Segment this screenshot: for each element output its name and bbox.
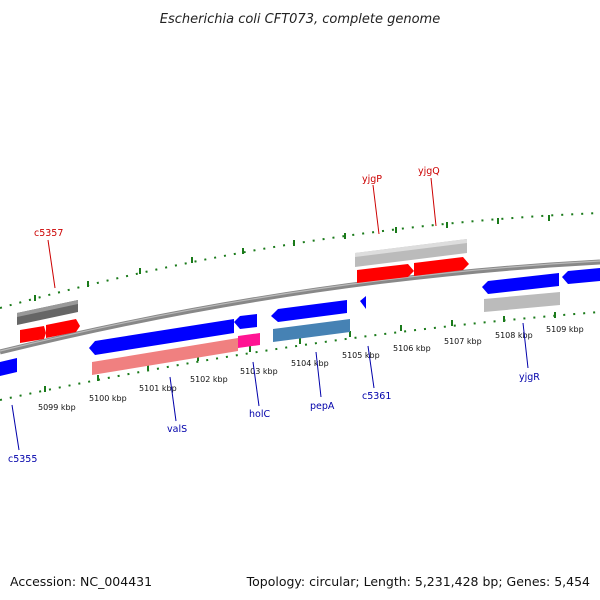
gene-label-yjgR[interactable]: yjgR bbox=[519, 372, 540, 383]
gene-label-pepA[interactable]: pepA bbox=[310, 401, 335, 412]
gene-feature[interactable] bbox=[92, 338, 238, 375]
gene-label-valS[interactable]: valS bbox=[167, 424, 187, 435]
cds-feature[interactable] bbox=[414, 257, 469, 276]
cds-feature[interactable] bbox=[46, 319, 80, 338]
map-title: Escherichia coli CFT073, complete genome bbox=[160, 12, 440, 27]
label-leaders bbox=[11, 177, 529, 451]
accession-text: Accession: NC_004431 bbox=[10, 574, 152, 589]
gene-feature[interactable] bbox=[484, 292, 560, 312]
kbp-label: 5106 kbp bbox=[393, 344, 431, 353]
cds-feature[interactable] bbox=[271, 300, 347, 322]
inner-tick-ring bbox=[0, 311, 600, 401]
kbp-label: 5101 kbp bbox=[139, 384, 177, 393]
gene-label-c5355[interactable]: c5355 bbox=[8, 454, 37, 465]
kbp-label: 5109 kbp bbox=[546, 325, 584, 334]
kbp-label: 5100 kbp bbox=[89, 394, 127, 403]
gene-labels: c5357 yjgP yjgQ c5355 valS holC pepA c53… bbox=[8, 166, 540, 465]
kbp-label: 5105 kbp bbox=[342, 351, 380, 360]
kbp-label: 5108 kbp bbox=[495, 331, 533, 340]
kbp-label: 5102 kbp bbox=[190, 375, 228, 384]
gene-label-holC[interactable]: holC bbox=[249, 409, 270, 420]
kbp-label: 5099 kbp bbox=[38, 403, 76, 412]
cds-feature[interactable] bbox=[234, 314, 257, 329]
kbp-label: 5104 kbp bbox=[291, 359, 329, 368]
reverse-strand-features bbox=[0, 268, 600, 376]
cds-feature[interactable] bbox=[0, 358, 17, 376]
gene-feature[interactable] bbox=[238, 333, 260, 348]
cds-feature[interactable] bbox=[89, 319, 234, 355]
cds-feature[interactable] bbox=[360, 296, 366, 309]
kbp-label: 5103 kbp bbox=[240, 367, 278, 376]
cds-feature[interactable] bbox=[482, 273, 559, 294]
gene-label-yjgP[interactable]: yjgP bbox=[362, 174, 382, 185]
inner-major-ticks bbox=[44, 312, 556, 392]
topology-summary: Topology: circular; Length: 5,231,428 bp… bbox=[246, 574, 590, 589]
outer-major-ticks bbox=[34, 215, 550, 301]
gene-label-c5361[interactable]: c5361 bbox=[362, 391, 391, 402]
kbp-label: 5107 kbp bbox=[444, 337, 482, 346]
gene-feature[interactable] bbox=[273, 319, 350, 342]
kbp-scale-labels: 5099 kbp 5100 kbp 5101 kbp 5102 kbp 5103… bbox=[38, 325, 584, 412]
genome-backbone-highlight bbox=[0, 260, 600, 352]
forward-strand-features bbox=[17, 239, 469, 343]
genome-backbone bbox=[0, 259, 600, 355]
cds-feature[interactable] bbox=[20, 326, 46, 343]
cds-feature[interactable] bbox=[562, 268, 600, 284]
cds-feature[interactable] bbox=[357, 264, 414, 283]
gene-label-c5357[interactable]: c5357 bbox=[34, 228, 63, 239]
gene-label-yjgQ[interactable]: yjgQ bbox=[418, 166, 440, 177]
